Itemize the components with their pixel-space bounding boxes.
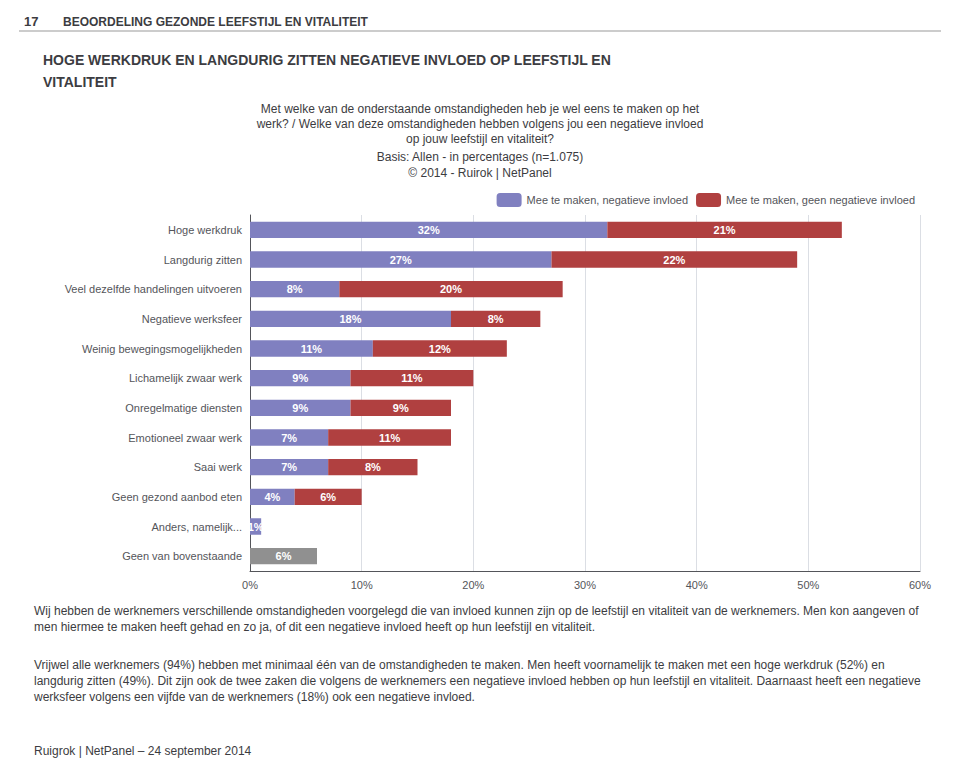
svg-text:7%: 7%: [281, 461, 297, 473]
svg-text:BEOORDELING GEZONDE LEEFSTIJL: BEOORDELING GEZONDE LEEFSTIJL EN VITALIT…: [63, 15, 369, 29]
svg-text:Emotioneel zwaar werk: Emotioneel zwaar werk: [128, 432, 242, 444]
svg-text:8%: 8%: [287, 283, 303, 295]
svg-text:Mee te maken, geen negatieve i: Mee te maken, geen negatieve invloed: [726, 194, 915, 206]
svg-text:Onregelmatige diensten: Onregelmatige diensten: [125, 402, 242, 414]
svg-text:11%: 11%: [301, 343, 323, 355]
svg-text:Ruigrok | NetPanel – 24 septem: Ruigrok | NetPanel – 24 september 2014: [34, 744, 252, 758]
svg-text:Lichamelijk zwaar werk: Lichamelijk zwaar werk: [129, 372, 243, 384]
svg-text:Anders, namelijk...: Anders, namelijk...: [152, 521, 242, 533]
svg-text:Veel dezelfde handelingen uitv: Veel dezelfde handelingen uitvoeren: [65, 283, 242, 295]
svg-text:Saai werk: Saai werk: [194, 461, 243, 473]
svg-text:30%: 30%: [574, 579, 596, 591]
svg-text:17: 17: [24, 14, 38, 29]
svg-text:men hiermee te maken heeft geh: men hiermee te maken heeft gehad en zo j…: [34, 620, 595, 634]
svg-text:60%: 60%: [909, 579, 931, 591]
svg-text:langdurig zitten (49%). Dit zi: langdurig zitten (49%). Dit zijn ook de …: [34, 674, 924, 688]
svg-text:18%: 18%: [339, 313, 361, 325]
svg-text:10%: 10%: [351, 579, 373, 591]
svg-text:1%: 1%: [248, 521, 264, 533]
svg-text:6%: 6%: [320, 491, 336, 503]
svg-text:op jouw leefstijl en vitalitei: op jouw leefstijl en vitaliteit?: [406, 132, 554, 146]
svg-text:7%: 7%: [281, 432, 297, 444]
svg-text:Vrijwel alle werknemers (94%): Vrijwel alle werknemers (94%) hebben met…: [34, 658, 888, 672]
svg-text:12%: 12%: [429, 343, 451, 355]
svg-text:Weinig bewegingsmogelijkheden: Weinig bewegingsmogelijkheden: [82, 343, 242, 355]
svg-text:Hoge werkdruk: Hoge werkdruk: [168, 224, 242, 236]
svg-text:11%: 11%: [379, 432, 401, 444]
svg-text:11%: 11%: [401, 372, 423, 384]
svg-text:Mee te maken, negatieve invloe: Mee te maken, negatieve invloed: [527, 194, 688, 206]
svg-text:9%: 9%: [292, 402, 308, 414]
svg-text:20%: 20%: [440, 283, 462, 295]
svg-text:40%: 40%: [686, 579, 708, 591]
svg-text:© 2014 - Ruirok | NetPanel: © 2014 - Ruirok | NetPanel: [408, 166, 551, 180]
svg-text:8%: 8%: [488, 313, 504, 325]
svg-text:22%: 22%: [663, 254, 685, 266]
svg-text:9%: 9%: [393, 402, 409, 414]
svg-text:27%: 27%: [390, 254, 412, 266]
svg-text:20%: 20%: [462, 579, 484, 591]
svg-text:Geen gezond aanbod eten: Geen gezond aanbod eten: [112, 491, 242, 503]
svg-text:Langdurig zitten: Langdurig zitten: [164, 254, 242, 266]
svg-text:Geen van bovenstaande: Geen van bovenstaande: [122, 550, 242, 562]
svg-text:Wij hebben de werknemers versc: Wij hebben de werknemers verschillende o…: [34, 604, 922, 618]
svg-text:4%: 4%: [264, 491, 280, 503]
svg-text:VITALITEIT: VITALITEIT: [43, 74, 117, 90]
svg-text:Negatieve werksfeer: Negatieve werksfeer: [142, 313, 243, 325]
svg-text:Basis: Allen - in percentages: Basis: Allen - in percentages (n=1.075): [377, 150, 583, 164]
svg-text:21%: 21%: [714, 224, 736, 236]
svg-text:Met welke van de onderstaande: Met welke van de onderstaande omstandigh…: [261, 102, 700, 116]
svg-text:6%: 6%: [276, 550, 292, 562]
svg-text:HOGE WERKDRUK EN LANGDURIG ZIT: HOGE WERKDRUK EN LANGDURIG ZITTEN NEGATI…: [43, 52, 611, 68]
svg-text:32%: 32%: [418, 224, 440, 236]
svg-text:werk? / Welke van deze omstand: werk? / Welke van deze omstandigheden he…: [256, 117, 704, 131]
svg-text:50%: 50%: [797, 579, 819, 591]
svg-text:werksfeer volgens een vijfde v: werksfeer volgens een vijfde van de werk…: [33, 690, 475, 704]
svg-text:9%: 9%: [292, 372, 308, 384]
svg-text:0%: 0%: [242, 579, 258, 591]
svg-text:8%: 8%: [365, 461, 381, 473]
